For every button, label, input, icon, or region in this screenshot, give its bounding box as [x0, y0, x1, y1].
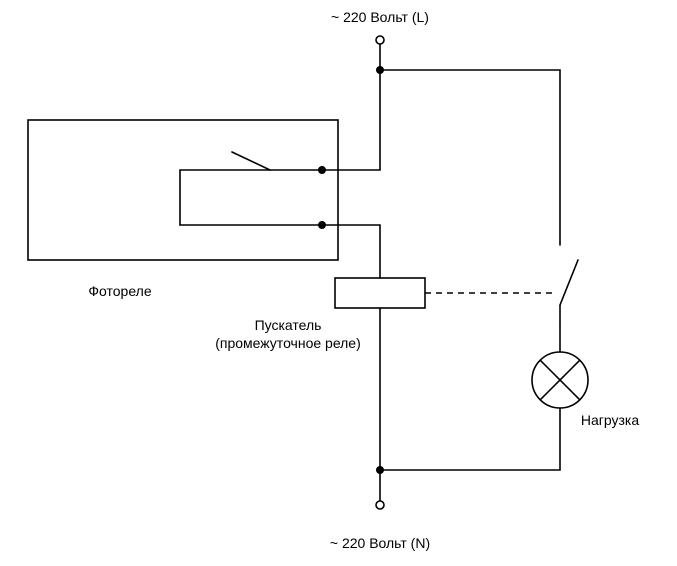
node-n_sw_right	[319, 167, 326, 174]
terminal-bottom	[376, 501, 384, 509]
wire-sw-left-stub	[180, 170, 270, 225]
node-n_mid	[319, 222, 326, 229]
node-n_top	[377, 67, 384, 74]
starter-coil	[335, 278, 425, 308]
terminal-top	[376, 36, 384, 44]
label-starter-1: Пускатель	[255, 317, 322, 333]
starter-contact-blade	[560, 260, 578, 305]
wire-lamp-to-N	[380, 408, 560, 470]
photorelay-switch-blade	[232, 152, 270, 170]
label-starter-2: (промежуточное реле)	[215, 335, 361, 351]
label-supply-N: ~ 220 Вольт (N)	[330, 535, 430, 551]
label-photorelay: Фотореле	[88, 283, 151, 299]
photorelay-box	[28, 120, 338, 260]
node-n_bottom	[377, 467, 384, 474]
label-load: Нагрузка	[581, 412, 639, 428]
label-supply-L: ~ 220 Вольт (L)	[331, 9, 429, 25]
circuit-diagram: ~ 220 Вольт (L) ~ 220 Вольт (N) Фотореле Пу…	[0, 0, 677, 566]
wire-L-to-load-top	[380, 70, 560, 245]
